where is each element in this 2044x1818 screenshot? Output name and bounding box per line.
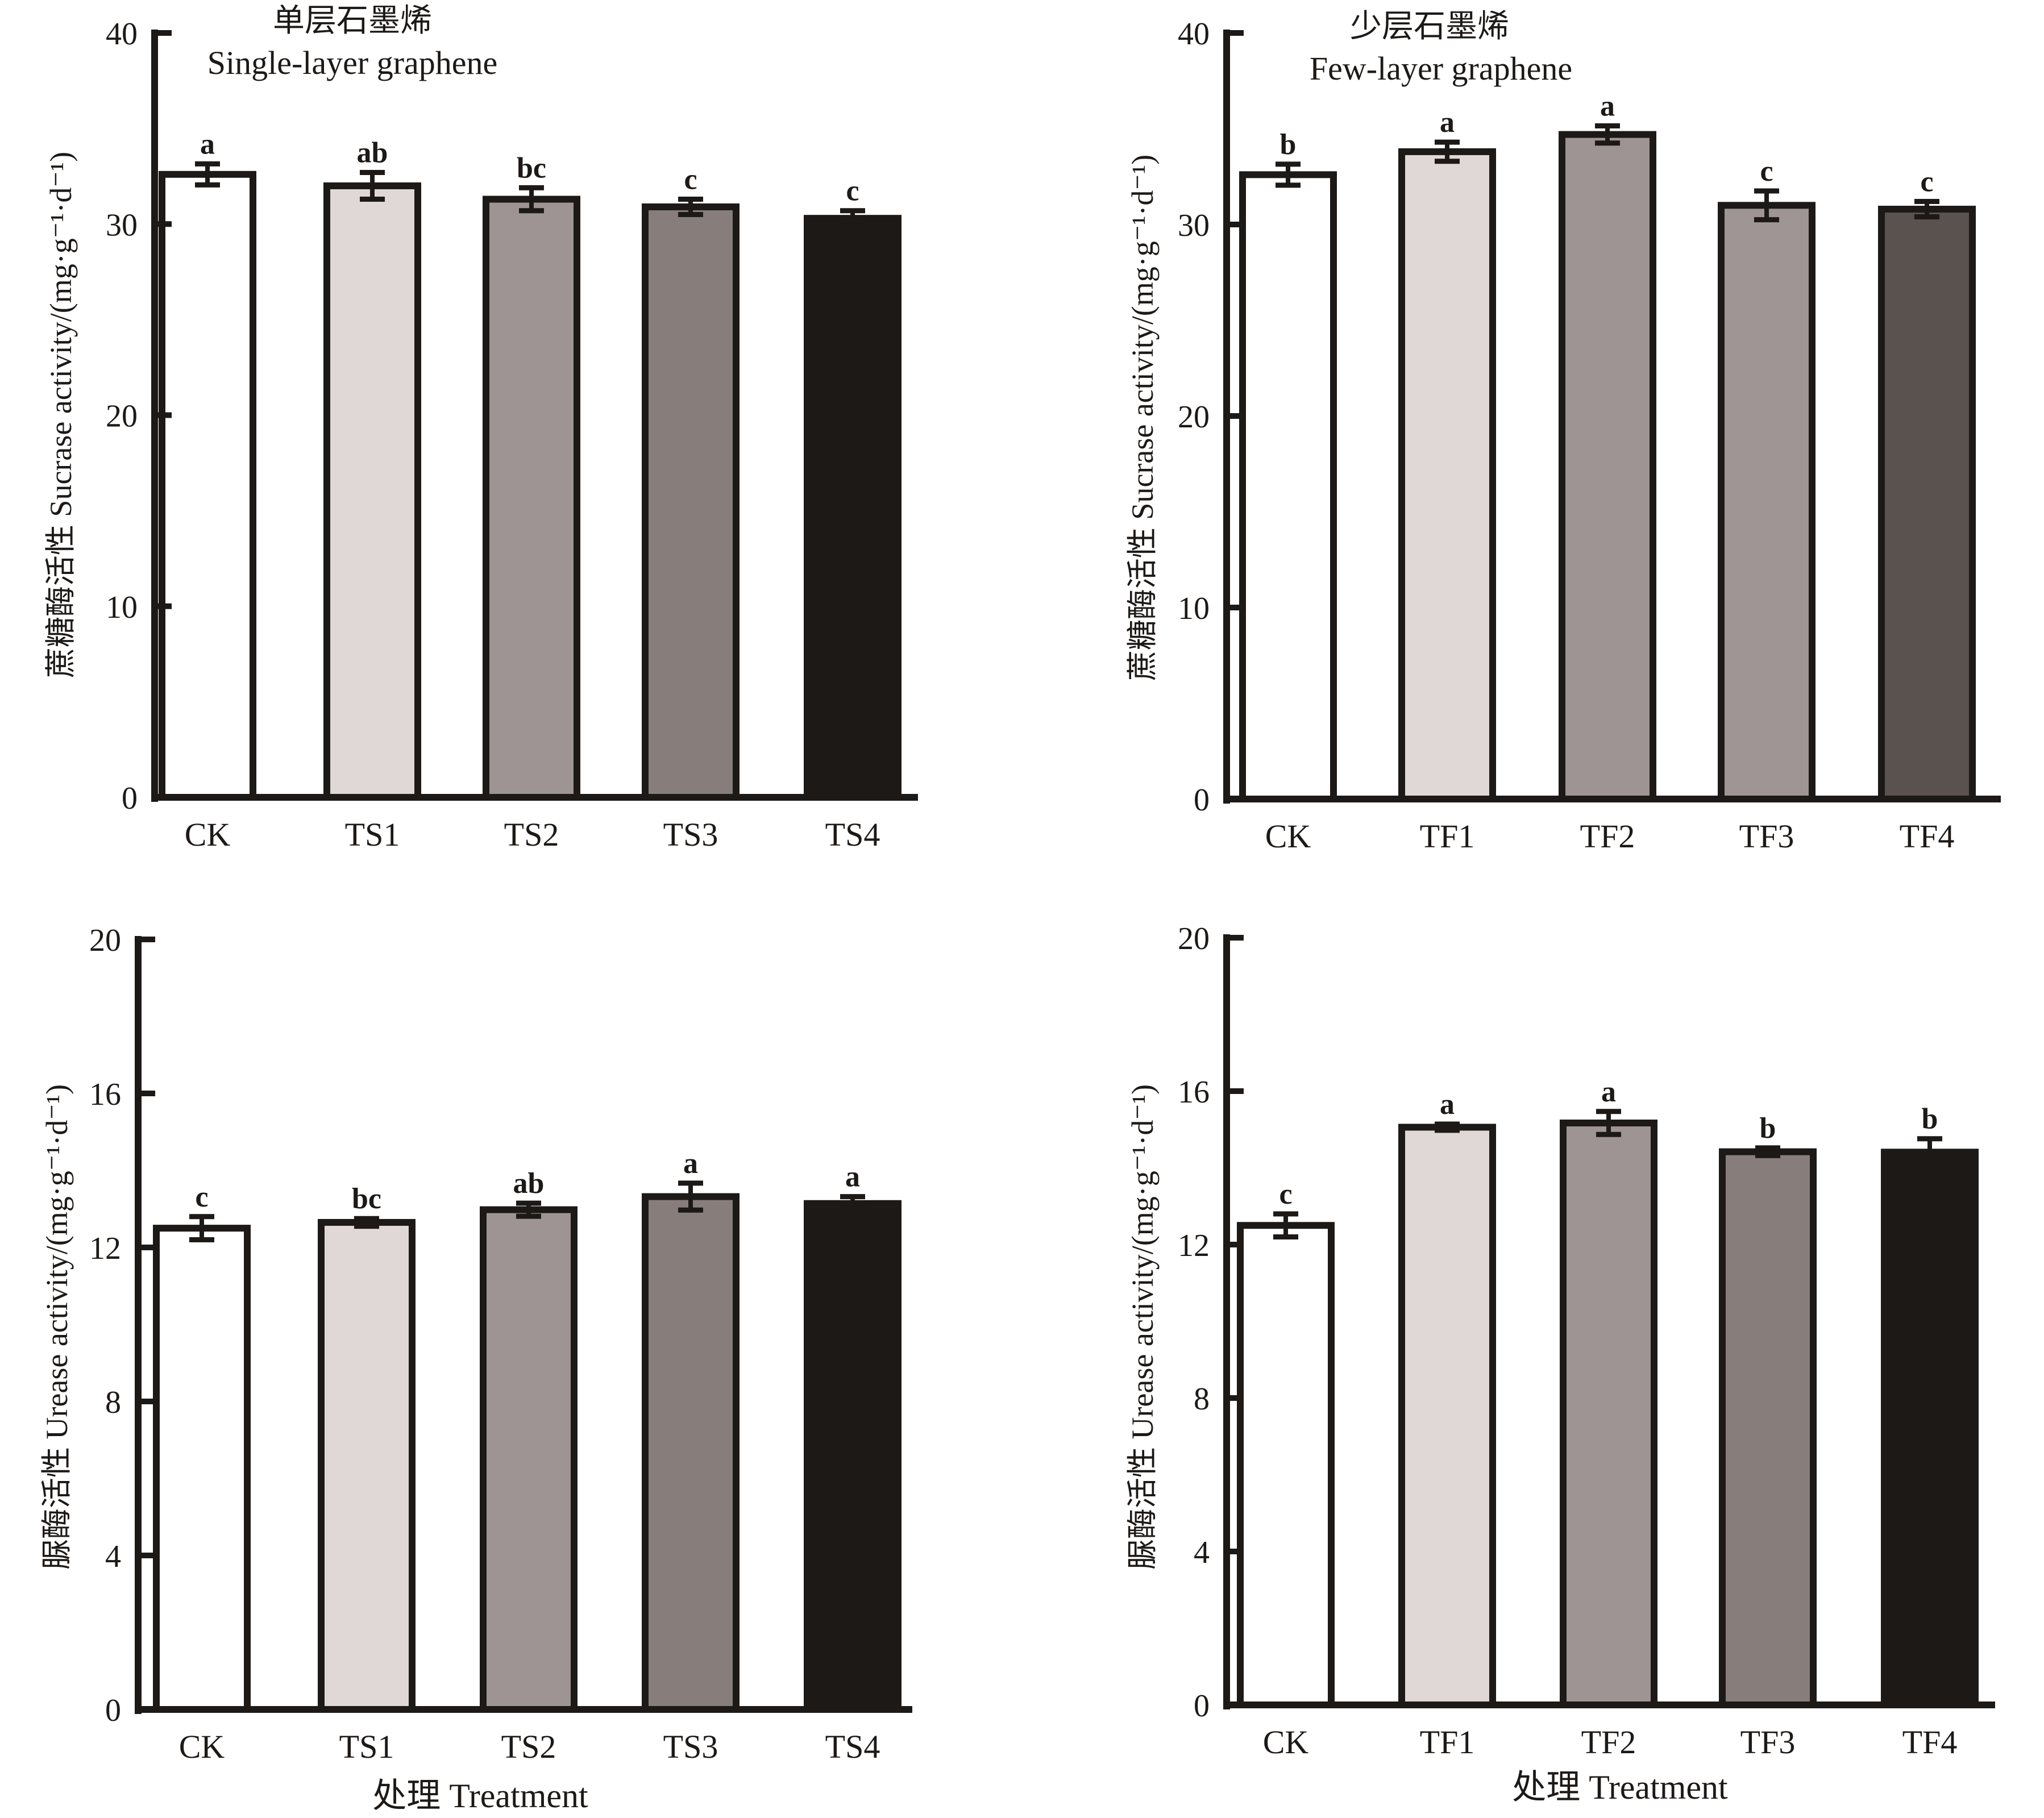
x-tick-label: TF3 (1740, 1724, 1796, 1761)
chart-urease-single-layer: 脲酶活性 Urease activity/(mg·g⁻¹·d⁻¹) 处理 Tre… (40, 923, 912, 1815)
significance-label: c (684, 164, 697, 196)
y-tick-label: 20 (89, 923, 121, 958)
x-tick-label: TF4 (1902, 1724, 1958, 1761)
significance-label: c (195, 1181, 208, 1213)
y-tick-label: 12 (1178, 1228, 1210, 1263)
bar-tf3 (1718, 202, 1815, 802)
x-tick-label: TF3 (1739, 818, 1794, 855)
y-tick-label: 8 (105, 1385, 121, 1420)
y-axis-label: 脲酶活性 Urease activity/(mg·g⁻¹·d⁻¹) (1125, 1084, 1160, 1570)
y-tick-label: 4 (1194, 1535, 1210, 1570)
chart-urease-few-layer: 脲酶活性 Urease activity/(mg·g⁻¹·d⁻¹) 处理 Tre… (1125, 921, 1995, 1806)
y-tick-label: 0 (122, 781, 138, 816)
y-tick-label: 0 (1194, 783, 1210, 818)
significance-label: c (1920, 166, 1933, 198)
x-tick-label: TF2 (1580, 818, 1635, 855)
y-tick-label: 16 (89, 1077, 121, 1112)
chart-title-cn: 少层石墨烯 (1350, 8, 1509, 45)
significance-label: a (845, 1161, 860, 1193)
y-tick-label: 20 (1178, 921, 1210, 956)
y-tick-label: 20 (1178, 400, 1210, 435)
chart-title-cn: 单层石墨烯 (273, 2, 432, 39)
x-tick-label: CK (1265, 818, 1311, 855)
significance-label: c (1279, 1178, 1292, 1210)
x-tick-label: TF4 (1900, 818, 1955, 855)
bar-tf3 (1719, 1148, 1817, 1708)
bar-ck (1239, 171, 1337, 802)
bar-tf2 (1560, 1120, 1657, 1708)
significance-label: a (200, 128, 215, 160)
bar-ts2 (480, 1206, 578, 1713)
y-tick-label: 12 (89, 1231, 121, 1266)
x-tick-label: TS3 (663, 816, 718, 853)
chart-title: Few-layer graphene (1310, 50, 1572, 87)
significance-label: a (683, 1147, 698, 1180)
y-axis-label: 蔗糖酶活性 Sucrase activity/(mg·g⁻¹·d⁻¹) (44, 152, 78, 678)
y-tick-label: 20 (106, 399, 138, 434)
bar-tf4 (1878, 206, 1976, 802)
x-tick-label: TS4 (825, 1728, 880, 1765)
bar-ts3 (642, 203, 740, 801)
y-tick-label: 4 (105, 1539, 121, 1574)
significance-label: bc (517, 152, 546, 184)
significance-label: bc (352, 1183, 381, 1215)
significance-label: c (1760, 155, 1773, 188)
bar-ts2 (483, 195, 580, 801)
x-tick-label: TS1 (345, 816, 400, 853)
y-tick-label: 40 (1178, 16, 1210, 52)
bar-ck (153, 1225, 251, 1713)
bar-tf2 (1559, 131, 1656, 803)
x-tick-label: TS4 (825, 816, 880, 853)
y-axis-label: 脲酶活性 Urease activity/(mg·g⁻¹·d⁻¹) (40, 1084, 74, 1570)
bar-ts4 (804, 1200, 901, 1713)
x-tick-label: TF2 (1581, 1724, 1636, 1761)
chart-title: Single-layer graphene (207, 44, 498, 81)
bar-ts1 (323, 182, 421, 801)
y-axis-label: 蔗糖酶活性 Sucrase activity/(mg·g⁻¹·d⁻¹) (1125, 155, 1160, 681)
x-axis-label: 处理 Treatment (372, 1777, 588, 1815)
x-tick-label: TF1 (1420, 818, 1475, 855)
chart-sucrase-few-layer: 少层石墨烯 Few-layer graphene 蔗糖酶活性 Sucrase a… (1125, 8, 2001, 855)
bar-ck (1237, 1222, 1335, 1708)
x-tick-label: CK (185, 816, 231, 853)
y-tick-label: 40 (106, 16, 138, 52)
significance-label: b (1760, 1112, 1776, 1145)
x-tick-label: TS2 (504, 816, 559, 853)
significance-label: a (1600, 90, 1615, 122)
bar-tf1 (1398, 1124, 1496, 1708)
y-tick-label: 0 (1194, 1688, 1210, 1724)
significance-label: ab (513, 1167, 545, 1200)
x-axis-label: 处理 Treatment (1512, 1769, 1728, 1806)
bar-ts4 (804, 215, 901, 801)
bar-tf4 (1881, 1149, 1979, 1708)
x-tick-label: TS2 (501, 1728, 556, 1765)
bar-ts3 (642, 1193, 740, 1713)
significance-label: a (1601, 1076, 1616, 1108)
significance-label: a (1440, 1088, 1455, 1121)
bar-tf1 (1398, 148, 1496, 803)
bar-ck (159, 170, 256, 801)
chart-sucrase-single-layer: 单层石墨烯 Single-layer graphene 蔗糖酶活性 Sucras… (44, 2, 918, 853)
y-tick-label: 30 (106, 207, 138, 243)
significance-label: a (1440, 106, 1455, 139)
x-tick-label: CK (179, 1728, 225, 1765)
x-tick-label: TF1 (1420, 1724, 1475, 1761)
y-tick-label: 10 (1178, 591, 1210, 626)
significance-label: c (846, 175, 859, 207)
significance-label: b (1280, 128, 1297, 161)
y-tick-label: 16 (1178, 1075, 1210, 1110)
significance-label: b (1922, 1103, 1938, 1135)
x-tick-label: CK (1263, 1724, 1309, 1761)
y-tick-label: 8 (1194, 1382, 1210, 1417)
y-tick-label: 0 (105, 1693, 121, 1728)
significance-label: ab (357, 136, 388, 169)
bar-ts1 (318, 1218, 416, 1713)
y-tick-label: 10 (106, 590, 138, 625)
y-tick-label: 30 (1178, 208, 1210, 243)
x-tick-label: TS3 (663, 1728, 718, 1765)
x-tick-label: TS1 (339, 1728, 394, 1765)
